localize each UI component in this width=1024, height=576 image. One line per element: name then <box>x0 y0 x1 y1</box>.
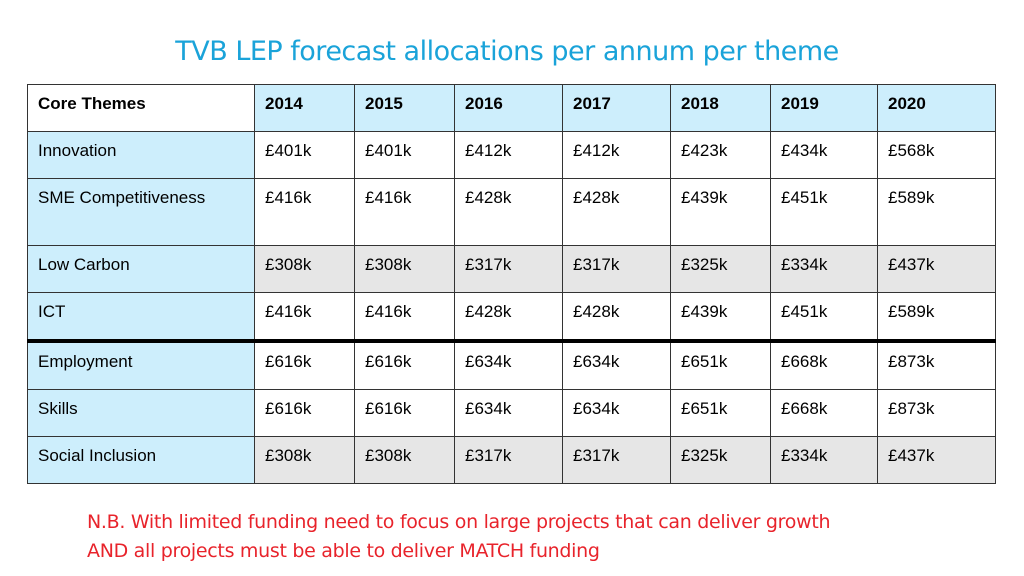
value-cell: £317k <box>454 245 563 293</box>
value-cell: £423k <box>670 131 771 179</box>
theme-cell: ICT <box>27 292 255 342</box>
value-cell: £634k <box>562 339 671 390</box>
value-cell: £568k <box>877 131 996 179</box>
funding-note: N.B. With limited funding need to focus … <box>87 508 831 566</box>
value-cell: £317k <box>562 245 671 293</box>
theme-cell: Skills <box>27 389 255 437</box>
theme-cell: Employment <box>27 339 255 390</box>
value-cell: £437k <box>877 245 996 293</box>
value-cell: £589k <box>877 178 996 246</box>
value-cell: £325k <box>670 436 771 484</box>
value-cell: £634k <box>454 389 563 437</box>
value-cell: £668k <box>770 389 878 437</box>
value-cell: £437k <box>877 436 996 484</box>
header-year: 2017 <box>562 84 671 132</box>
value-cell: £873k <box>877 339 996 390</box>
value-cell: £334k <box>770 245 878 293</box>
value-cell: £651k <box>670 389 771 437</box>
note-line: AND all projects must be able to deliver… <box>87 540 600 562</box>
value-cell: £634k <box>454 339 563 390</box>
table-header-row: Core Themes 2014 2015 2016 2017 2018 201… <box>27 84 996 132</box>
header-year: 2015 <box>354 84 455 132</box>
value-cell: £668k <box>770 339 878 390</box>
value-cell: £416k <box>354 292 455 342</box>
table-row: Innovation £401k £401k £412k £412k £423k… <box>27 131 996 179</box>
value-cell: £334k <box>770 436 878 484</box>
value-cell: £317k <box>454 436 563 484</box>
value-cell: £428k <box>562 292 671 342</box>
value-cell: £873k <box>877 389 996 437</box>
value-cell: £434k <box>770 131 878 179</box>
header-core-themes: Core Themes <box>27 84 255 132</box>
value-cell: £451k <box>770 292 878 342</box>
theme-cell: Low Carbon <box>27 245 255 293</box>
table-row: Low Carbon £308k £308k £317k £317k £325k… <box>27 245 996 293</box>
value-cell: £401k <box>254 131 355 179</box>
table-row: Social Inclusion £308k £308k £317k £317k… <box>27 436 996 484</box>
allocations-table: Core Themes 2014 2015 2016 2017 2018 201… <box>27 84 996 484</box>
value-cell: £439k <box>670 292 771 342</box>
value-cell: £428k <box>454 178 563 246</box>
header-year: 2016 <box>454 84 563 132</box>
value-cell: £416k <box>254 178 355 246</box>
value-cell: £439k <box>670 178 771 246</box>
page-title: TVB LEP forecast allocations per annum p… <box>175 36 839 67</box>
value-cell: £401k <box>354 131 455 179</box>
value-cell: £308k <box>254 436 355 484</box>
value-cell: £428k <box>454 292 563 342</box>
value-cell: £325k <box>670 245 771 293</box>
value-cell: £412k <box>562 131 671 179</box>
value-cell: £308k <box>254 245 355 293</box>
value-cell: £416k <box>254 292 355 342</box>
table-row: SME Competitiveness £416k £416k £428k £4… <box>27 178 996 246</box>
theme-cell: Social Inclusion <box>27 436 255 484</box>
header-year: 2018 <box>670 84 771 132</box>
table-row: ICT £416k £416k £428k £428k £439k £451k … <box>27 292 996 342</box>
header-year: 2019 <box>770 84 878 132</box>
value-cell: £416k <box>354 178 455 246</box>
table-row: Skills £616k £616k £634k £634k £651k £66… <box>27 389 996 437</box>
theme-cell: Innovation <box>27 131 255 179</box>
value-cell: £616k <box>254 389 355 437</box>
value-cell: £308k <box>354 436 455 484</box>
value-cell: £616k <box>254 339 355 390</box>
table-row: Employment £616k £616k £634k £634k £651k… <box>27 339 996 390</box>
value-cell: £428k <box>562 178 671 246</box>
note-line: N.B. With limited funding need to focus … <box>87 511 831 533</box>
value-cell: £616k <box>354 389 455 437</box>
value-cell: £651k <box>670 339 771 390</box>
header-year: 2014 <box>254 84 355 132</box>
value-cell: £589k <box>877 292 996 342</box>
value-cell: £412k <box>454 131 563 179</box>
value-cell: £451k <box>770 178 878 246</box>
value-cell: £308k <box>354 245 455 293</box>
value-cell: £616k <box>354 339 455 390</box>
theme-cell: SME Competitiveness <box>27 178 255 246</box>
header-year: 2020 <box>877 84 996 132</box>
value-cell: £317k <box>562 436 671 484</box>
value-cell: £634k <box>562 389 671 437</box>
